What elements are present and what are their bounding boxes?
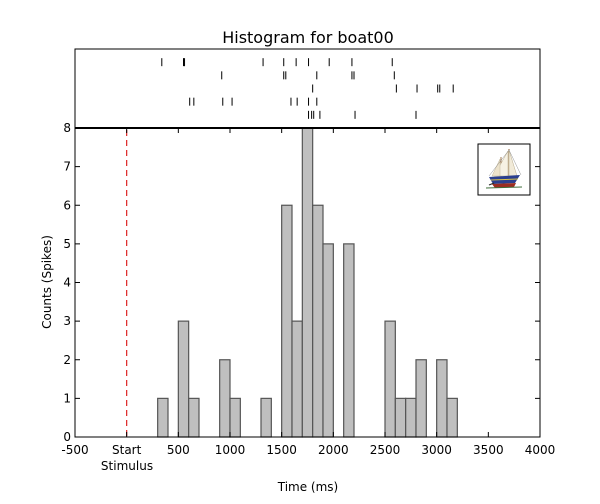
histogram-bar [229, 397, 241, 438]
histogram-bar [312, 204, 324, 438]
histogram-bar [322, 243, 334, 438]
x-tick-label: 2000 [318, 443, 349, 457]
histogram-bar [394, 397, 407, 438]
y-tick-label: 7 [63, 160, 71, 174]
histogram-panel: -500 Start 500 1000 1500 2000 2500 3000 3500 4000… [61, 121, 555, 457]
histogram-bar [415, 359, 427, 438]
boat-image [477, 143, 531, 196]
histogram-bar [291, 320, 303, 438]
y-axis-label: Counts (Spikes) [40, 235, 54, 329]
y-tick-label: 0 [63, 430, 71, 444]
raster-frame [74, 48, 541, 129]
histogram-bar [177, 320, 190, 438]
y-tick-label: 4 [63, 276, 71, 290]
histogram-bar [188, 397, 200, 438]
histogram-bar [446, 397, 458, 438]
x-tick-label: 3500 [473, 443, 504, 457]
y-tick-label: 3 [63, 314, 71, 328]
histogram-bar [301, 127, 314, 438]
bars [157, 127, 458, 438]
histogram-bar [219, 359, 231, 438]
histogram-bar [384, 320, 396, 438]
histogram-bar [405, 397, 417, 438]
x-tick-label: Start [112, 443, 142, 457]
y-tick-label: 5 [63, 237, 71, 251]
histogram-bar [436, 359, 448, 438]
x-tick-label: 3000 [421, 443, 452, 457]
x-tick-label: 1500 [266, 443, 297, 457]
histogram-bar [281, 204, 293, 438]
y-tick-label: 1 [63, 391, 71, 405]
y-tick-label: 2 [63, 353, 71, 367]
x-tick-label: 1000 [215, 443, 246, 457]
boat-icon [485, 149, 523, 189]
stimulus-label: Stimulus [101, 459, 153, 473]
x-tick-label: 500 [167, 443, 190, 457]
y-tick-label: 6 [63, 198, 71, 212]
raster-panel [74, 48, 541, 129]
histogram-bar [157, 397, 169, 438]
histogram-bar [260, 397, 272, 438]
x-axis-label: Time (ms) [277, 480, 339, 494]
axis-ticks: -500 Start 500 1000 1500 2000 2500 3000 3500 4000… [61, 121, 555, 457]
x-tick-label: 4000 [525, 443, 556, 457]
x-tick-label: -500 [61, 443, 88, 457]
chart-title: Histogram for boat00 [222, 28, 394, 47]
histogram-bar [343, 243, 355, 438]
x-tick-label: 2500 [370, 443, 401, 457]
y-tick-label: 8 [63, 121, 71, 135]
